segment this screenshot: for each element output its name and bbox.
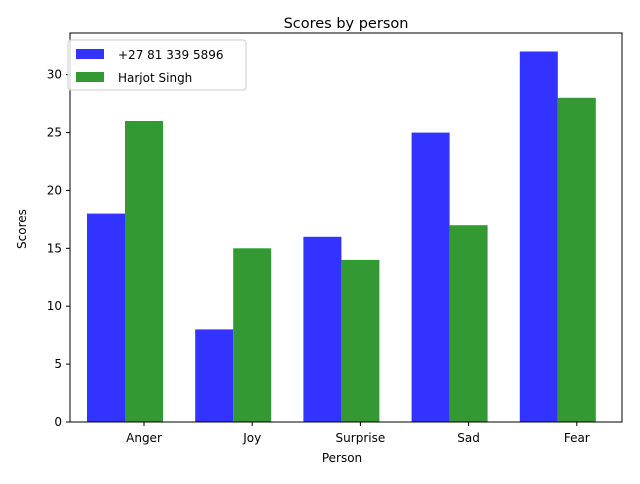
x-axis-label: Person [322, 451, 362, 465]
bar-anger-series-1 [87, 213, 125, 422]
bar-sad-series-1 [411, 132, 450, 422]
bar-surprise-series-2 [341, 259, 380, 422]
bars [87, 51, 596, 423]
x-tick-label-sad: Sad [457, 431, 480, 445]
legend-box [67, 39, 247, 91]
bar-surprise-series-1 [303, 236, 342, 422]
y-tick-label: 0 [54, 415, 62, 429]
legend-label-series-2: Harjot Singh [118, 71, 192, 85]
legend-swatch-series-1 [76, 49, 104, 59]
y-tick-label: 20 [47, 183, 62, 197]
x-tick-label-fear: Fear [564, 431, 590, 445]
x-tick-label-anger: Anger [126, 431, 162, 445]
bar-fear-series-1 [519, 51, 558, 422]
bar-joy-series-2 [233, 248, 272, 422]
x-axis-ticks: Anger Joy Surprise Sad Fear [126, 422, 590, 445]
legend-swatch-series-2 [76, 72, 104, 82]
x-tick-label-surprise: Surprise [336, 431, 386, 445]
y-axis-label: Scores [15, 209, 29, 249]
y-tick-label: 30 [47, 68, 62, 82]
legend: +27 81 339 5896 Harjot Singh [67, 39, 247, 91]
y-axis-ticks: 0 5 10 15 20 25 30 [47, 68, 70, 429]
bar-sad-series-2 [449, 225, 488, 422]
bar-anger-series-2 [125, 121, 163, 422]
bar-joy-series-1 [195, 329, 234, 422]
plot-frame [69, 32, 623, 423]
y-tick-label: 25 [47, 126, 62, 140]
y-tick-label: 10 [47, 299, 62, 313]
x-tick-label-joy: Joy [242, 431, 261, 445]
chart-title: Scores by person [284, 16, 409, 32]
y-tick-label: 5 [54, 357, 62, 371]
legend-label-series-1: +27 81 339 5896 [118, 48, 223, 62]
y-tick-label: 15 [47, 241, 62, 255]
bar-fear-series-2 [557, 97, 596, 423]
